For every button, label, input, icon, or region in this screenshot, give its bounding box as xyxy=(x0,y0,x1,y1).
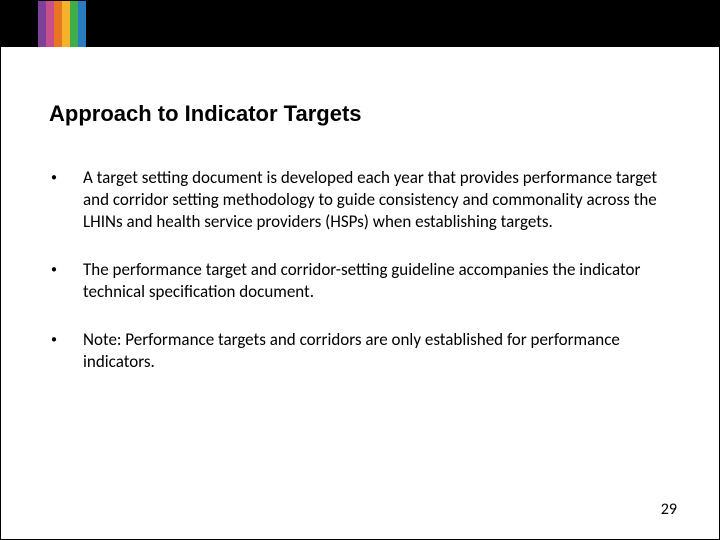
slide-title: Approach to Indicator Targets xyxy=(49,101,671,127)
top-bar xyxy=(1,1,719,47)
stripe-2 xyxy=(46,1,54,47)
stripe-3 xyxy=(54,1,62,47)
page-number: 29 xyxy=(661,500,677,519)
bullet-text: The performance target and corridor-sett… xyxy=(83,259,671,303)
bullet-marker-icon: • xyxy=(49,167,83,189)
accent-stripes xyxy=(38,1,86,47)
bullet-item: • A target setting document is developed… xyxy=(49,167,671,233)
bullet-item: • The performance target and corridor-se… xyxy=(49,259,671,303)
bullet-list: • A target setting document is developed… xyxy=(49,167,671,373)
bullet-marker-icon: • xyxy=(49,329,83,351)
slide: Approach to Indicator Targets • A target… xyxy=(0,0,720,540)
stripe-1 xyxy=(38,1,46,47)
stripe-4 xyxy=(62,1,70,47)
content-area: Approach to Indicator Targets • A target… xyxy=(49,101,671,399)
stripe-5 xyxy=(70,1,78,47)
bullet-item: • Note: Performance targets and corridor… xyxy=(49,329,671,373)
bullet-marker-icon: • xyxy=(49,259,83,281)
bullet-text: A target setting document is developed e… xyxy=(83,167,671,233)
bullet-text: Note: Performance targets and corridors … xyxy=(83,329,671,373)
stripe-6 xyxy=(78,1,86,47)
